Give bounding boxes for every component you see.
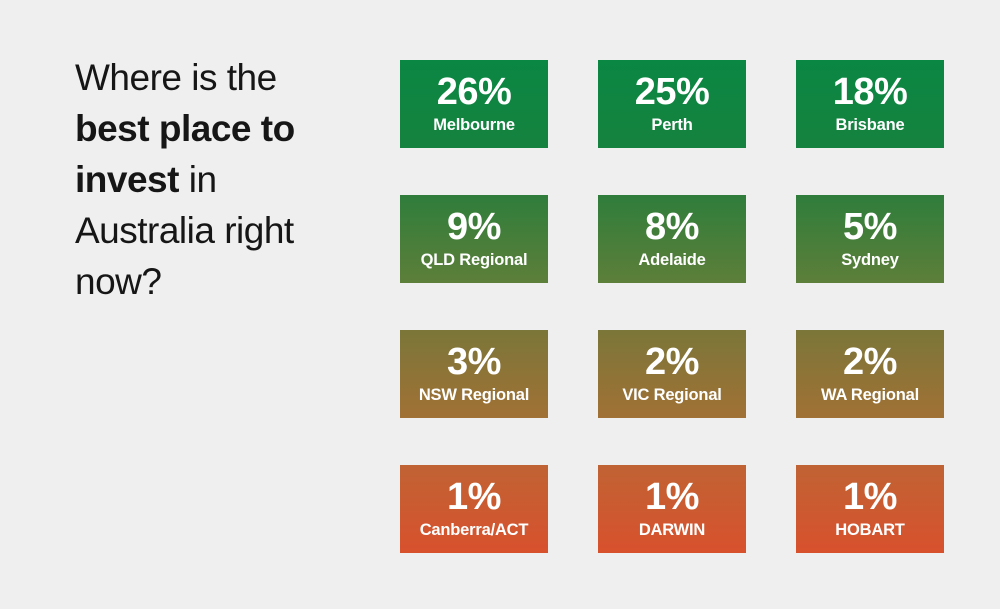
stat-tile: 1% DARWIN — [598, 465, 746, 553]
tile-grid: 26% Melbourne 25% Perth 18% Brisbane 9% … — [400, 60, 944, 553]
tile-label: Canberra/ACT — [419, 521, 529, 539]
tile-value: 1% — [843, 476, 897, 518]
tile-label: Melbourne — [433, 116, 515, 134]
tile-value: 8% — [645, 206, 699, 248]
stat-tile: 1% HOBART — [796, 465, 944, 553]
tile-label: DARWIN — [638, 521, 706, 539]
page-title: Where is the best place to invest in Aus… — [75, 52, 333, 307]
tile-value: 1% — [447, 476, 501, 518]
stat-tile: 26% Melbourne — [400, 60, 548, 148]
tile-value: 9% — [447, 206, 501, 248]
tile-value: 3% — [447, 341, 501, 383]
tile-value: 25% — [634, 71, 710, 113]
stat-tile: 2% VIC Regional — [598, 330, 746, 418]
tile-label: QLD Regional — [420, 251, 528, 269]
tile-label: Perth — [651, 116, 693, 134]
stat-tile: 8% Adelaide — [598, 195, 746, 283]
stat-tile: 3% NSW Regional — [400, 330, 548, 418]
stat-tile: 2% WA Regional — [796, 330, 944, 418]
tile-label: VIC Regional — [622, 386, 722, 404]
stat-tile: 5% Sydney — [796, 195, 944, 283]
tile-value: 2% — [843, 341, 897, 383]
tile-label: Brisbane — [835, 116, 905, 134]
tile-value: 1% — [645, 476, 699, 518]
tile-label: Sydney — [841, 251, 899, 269]
stat-tile: 25% Perth — [598, 60, 746, 148]
tile-label: Adelaide — [638, 251, 706, 269]
tile-value: 2% — [645, 341, 699, 383]
stat-tile: 18% Brisbane — [796, 60, 944, 148]
tile-value: 18% — [832, 71, 908, 113]
question-text-post: in Australia right now? — [75, 159, 294, 302]
tile-value: 26% — [436, 71, 512, 113]
tile-label: HOBART — [835, 521, 905, 539]
stat-tile: 1% Canberra/ACT — [400, 465, 548, 553]
tile-label: WA Regional — [820, 386, 920, 404]
tile-label: NSW Regional — [418, 386, 530, 404]
tile-value: 5% — [843, 206, 897, 248]
stat-tile: 9% QLD Regional — [400, 195, 548, 283]
question-text-bold: best place to invest — [75, 108, 295, 200]
question-text-pre: Where is the — [75, 57, 277, 98]
